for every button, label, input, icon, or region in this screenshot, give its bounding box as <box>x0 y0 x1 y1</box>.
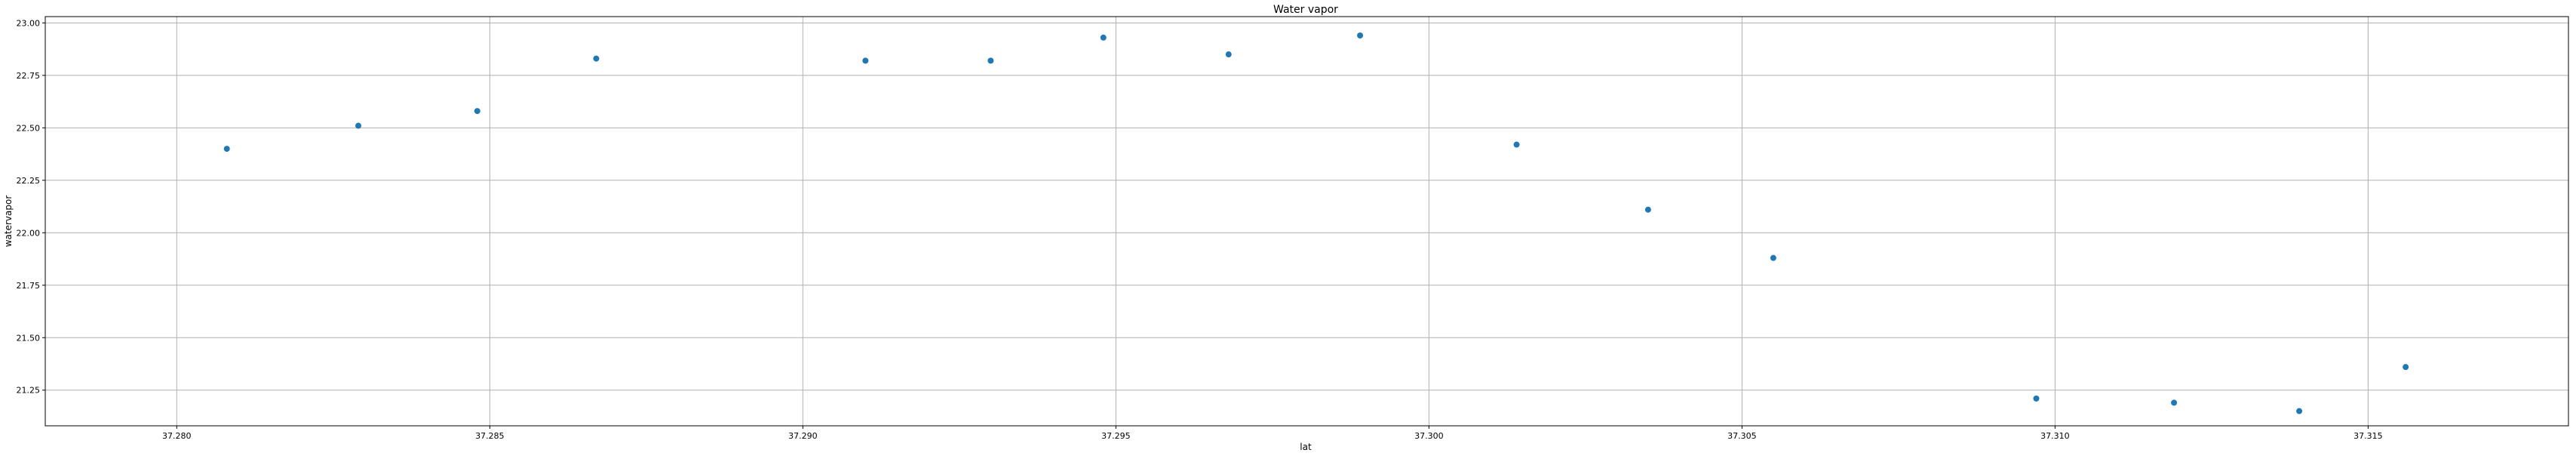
data-point <box>1357 32 1364 39</box>
data-point <box>2403 364 2409 371</box>
chart-title: Water vapor <box>1273 4 1338 16</box>
x-tick-label: 37.315 <box>2353 431 2383 441</box>
data-point <box>862 57 869 64</box>
data-point <box>2171 399 2178 406</box>
data-point <box>1100 34 1107 41</box>
grid-layer <box>45 17 2568 426</box>
y-tick-label: 22.75 <box>17 71 41 81</box>
data-point <box>1770 254 1776 261</box>
data-point <box>355 122 362 129</box>
x-axis-label: lat <box>1300 442 1312 452</box>
axes-layer: 37.280 37.285 37.290 37.295 37.300 37.305 37.3… <box>17 18 2383 441</box>
y-tick-label: 21.75 <box>17 281 41 291</box>
x-tick-label: 37.300 <box>1414 431 1444 441</box>
data-point <box>2296 408 2303 414</box>
y-axis-label: watervapor <box>3 196 14 248</box>
data-point <box>987 57 994 64</box>
data-point <box>223 146 230 153</box>
x-tick-label: 37.305 <box>1727 431 1757 441</box>
x-tick-label: 37.280 <box>162 431 192 441</box>
y-tick-label: 21.25 <box>17 386 41 396</box>
x-tick-label: 37.285 <box>475 431 505 441</box>
points-layer <box>223 32 2409 414</box>
x-tick-label: 37.290 <box>788 431 818 441</box>
y-tick-label: 21.50 <box>17 333 41 343</box>
data-point <box>1513 141 1520 148</box>
data-point <box>2033 395 2040 402</box>
y-tick-label: 23.00 <box>17 18 41 28</box>
x-tick-label: 37.295 <box>1101 431 1131 441</box>
data-point <box>1644 206 1651 213</box>
x-tick-label: 37.310 <box>2040 431 2070 441</box>
y-tick-label: 22.50 <box>17 123 41 133</box>
y-tick-label: 22.25 <box>17 176 41 186</box>
plot-frame <box>45 16 2569 427</box>
data-point <box>474 108 481 115</box>
data-point <box>593 55 600 62</box>
data-point <box>1225 51 1232 58</box>
y-tick-label: 22.00 <box>17 228 41 238</box>
